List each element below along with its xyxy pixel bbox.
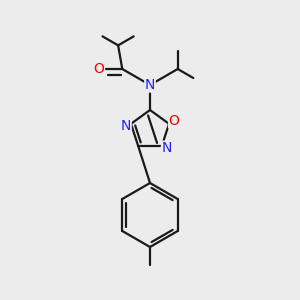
- Text: O: O: [93, 62, 104, 76]
- Text: N: N: [121, 119, 131, 133]
- Text: N: N: [162, 141, 172, 155]
- Text: O: O: [169, 114, 179, 128]
- Text: N: N: [145, 78, 155, 92]
